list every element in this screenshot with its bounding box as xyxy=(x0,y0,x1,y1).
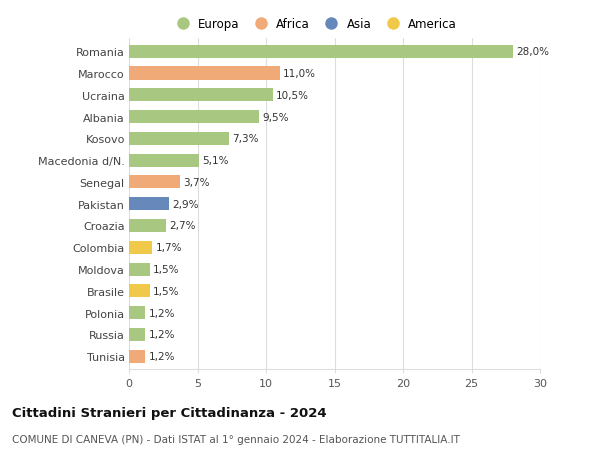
Text: 1,2%: 1,2% xyxy=(149,330,175,340)
Bar xyxy=(129,45,512,59)
Bar xyxy=(129,328,145,341)
Text: 28,0%: 28,0% xyxy=(516,47,549,57)
Bar xyxy=(129,133,229,146)
Text: 1,2%: 1,2% xyxy=(149,308,175,318)
Text: Cittadini Stranieri per Cittadinanza - 2024: Cittadini Stranieri per Cittadinanza - 2… xyxy=(12,406,326,419)
Text: 9,5%: 9,5% xyxy=(263,112,289,122)
Text: 2,7%: 2,7% xyxy=(169,221,196,231)
Bar xyxy=(129,285,149,298)
Text: 10,5%: 10,5% xyxy=(276,90,309,101)
Bar xyxy=(129,307,145,319)
Bar xyxy=(129,219,166,233)
Legend: Europa, Africa, Asia, America: Europa, Africa, Asia, America xyxy=(166,13,461,36)
Bar xyxy=(129,263,149,276)
Text: 1,7%: 1,7% xyxy=(156,243,182,253)
Bar xyxy=(129,154,199,167)
Bar xyxy=(129,241,152,254)
Bar xyxy=(129,198,169,211)
Bar xyxy=(129,67,280,80)
Text: COMUNE DI CANEVA (PN) - Dati ISTAT al 1° gennaio 2024 - Elaborazione TUTTITALIA.: COMUNE DI CANEVA (PN) - Dati ISTAT al 1°… xyxy=(12,434,460,444)
Text: 1,5%: 1,5% xyxy=(153,286,179,296)
Text: 11,0%: 11,0% xyxy=(283,69,316,79)
Text: 5,1%: 5,1% xyxy=(202,156,229,166)
Text: 7,3%: 7,3% xyxy=(232,134,259,144)
Text: 3,7%: 3,7% xyxy=(183,178,209,188)
Text: 1,5%: 1,5% xyxy=(153,264,179,274)
Bar xyxy=(129,89,273,102)
Bar xyxy=(129,176,179,189)
Text: 1,2%: 1,2% xyxy=(149,352,175,361)
Bar xyxy=(129,111,259,124)
Bar xyxy=(129,350,145,363)
Text: 2,9%: 2,9% xyxy=(172,199,199,209)
